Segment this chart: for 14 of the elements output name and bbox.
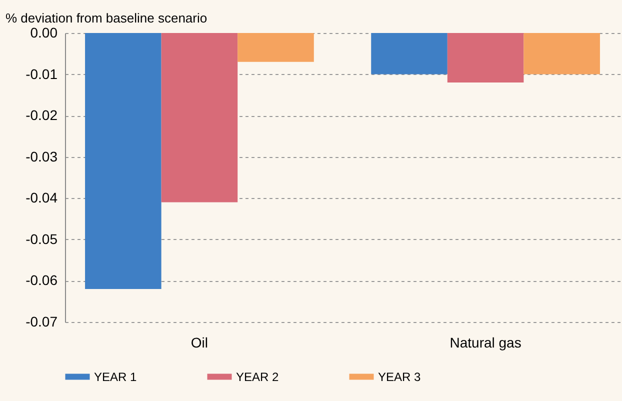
- y-tick-label: -0.05: [26, 230, 58, 247]
- y-tick-label: -0.02: [26, 107, 58, 124]
- legend-label: YEAR 2: [236, 370, 280, 384]
- legend-label: YEAR 3: [378, 370, 422, 384]
- y-tick-label: -0.01: [26, 66, 58, 82]
- y-tick-label: -0.07: [26, 314, 58, 330]
- legend-label: YEAR 1: [94, 370, 138, 384]
- y-tick-label: -0.06: [26, 272, 58, 288]
- x-tick-label: Oil: [190, 334, 208, 350]
- y-tick-label: -0.03: [26, 148, 58, 164]
- y-tick-label: -0.04: [26, 190, 58, 206]
- y-axis-title: % deviation from baseline scenario: [6, 10, 208, 26]
- x-tick-label: Natural gas: [450, 334, 522, 350]
- y-tick-label: 0.00: [30, 24, 58, 40]
